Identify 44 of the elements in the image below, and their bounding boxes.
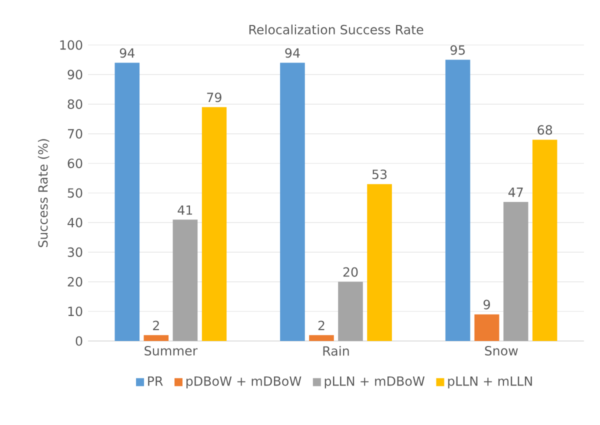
data-label: 41 [178, 205, 192, 215]
data-label: 79 [207, 92, 222, 102]
data-label: 94 [285, 48, 300, 58]
data-label: 95 [450, 45, 465, 55]
bar [309, 335, 334, 341]
bar [532, 140, 558, 341]
x-tick-label: Snow [485, 346, 518, 356]
y-tick-label: 100 [60, 40, 82, 50]
data-label: 68 [538, 125, 552, 135]
data-label: 47 [508, 188, 523, 197]
legend-label: pLLN + mDBoW [324, 376, 425, 388]
bar [474, 314, 500, 341]
y-tick-label: 0 [76, 336, 82, 346]
bar [172, 220, 198, 341]
data-label: 94 [120, 48, 134, 58]
bar [144, 335, 169, 341]
y-tick-label: 10 [68, 306, 82, 316]
bar [114, 62, 140, 341]
bar [280, 62, 305, 341]
data-label: 2 [318, 320, 324, 330]
bar [202, 107, 227, 341]
bar [445, 60, 470, 341]
y-tick-label: 60 [68, 158, 82, 168]
data-label: 53 [372, 170, 387, 180]
y-tick-label: 40 [68, 218, 82, 228]
x-tick-label: Summer [144, 346, 198, 356]
y-tick-label: 20 [68, 277, 82, 287]
chart-title: Relocalization Success Rate [249, 24, 424, 34]
legend-label: pDBoW + mDBoW [186, 376, 302, 388]
y-tick-label: 90 [68, 70, 82, 80]
bar [503, 202, 528, 341]
bar [367, 184, 392, 341]
y-tick-label: 70 [68, 129, 82, 139]
legend-label: pLLN + mLLN [448, 376, 532, 388]
y-tick-label: 50 [68, 188, 82, 198]
data-label: 2 [153, 320, 159, 330]
y-tick-label: 30 [68, 247, 82, 257]
y-tick-label: 80 [68, 99, 82, 109]
data-label: 20 [343, 267, 358, 277]
y-axis-title: Success Rate (%) [38, 139, 50, 248]
data-label: 9 [484, 300, 490, 310]
legend-label: PR [148, 376, 163, 386]
x-tick-label: Rain [323, 346, 349, 356]
bar [338, 282, 363, 341]
